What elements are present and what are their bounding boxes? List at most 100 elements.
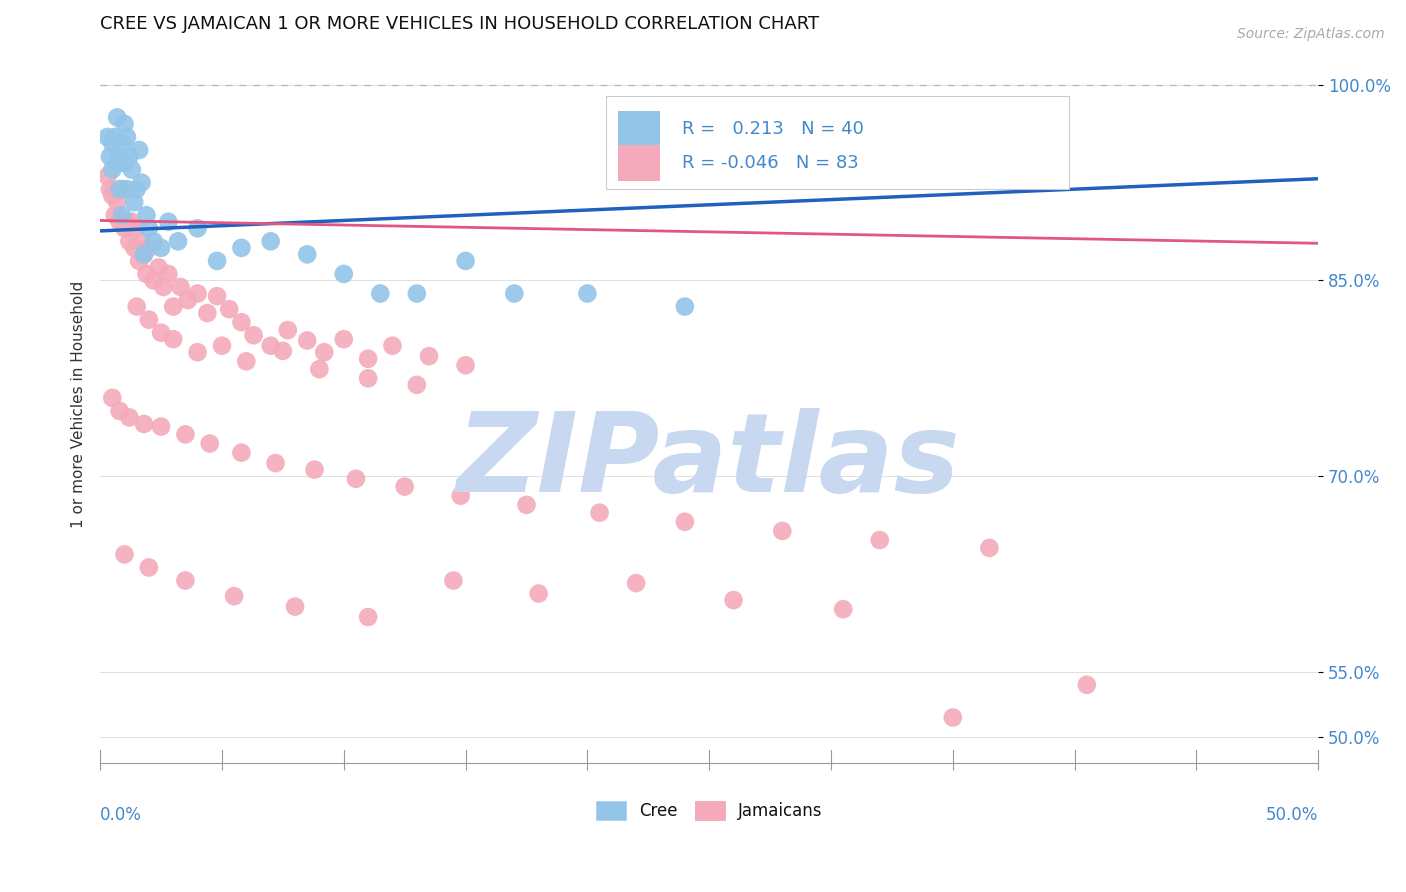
Point (125, 182, 148, 196)
Point (96, 169, 118, 183)
Point (115, 182, 138, 196)
Point (673, 300, 696, 314)
Point (125, 221, 148, 235)
Point (114, 221, 136, 235)
Point (205, 289, 228, 303)
Point (118, 150, 141, 164)
Point (271, 343, 294, 358)
Text: Source: ZipAtlas.com: Source: ZipAtlas.com (1237, 27, 1385, 41)
Point (187, 286, 209, 301)
Point (115, 130, 138, 145)
Point (104, 208, 127, 222)
Point (242, 328, 264, 343)
Point (111, 182, 134, 196)
Point (111, 136, 134, 151)
Point (260, 235, 283, 249)
Point (304, 462, 326, 476)
Point (128, 253, 150, 268)
Point (357, 351, 380, 366)
Point (277, 323, 299, 337)
Text: CREE VS JAMAICAN 1 OR MORE VEHICLES IN HOUSEHOLD CORRELATION CHART: CREE VS JAMAICAN 1 OR MORE VEHICLES IN H… (100, 15, 820, 33)
Point (121, 162, 143, 177)
Point (138, 221, 160, 235)
Point (138, 560, 160, 574)
Point (142, 273, 165, 287)
Point (308, 362, 330, 376)
Point (121, 215, 143, 229)
Point (673, 515, 696, 529)
Point (138, 312, 160, 326)
Text: 0.0%: 0.0% (100, 806, 142, 824)
Point (211, 339, 233, 353)
Point (148, 260, 170, 275)
Text: 50.0%: 50.0% (1265, 806, 1319, 824)
Point (624, 576, 647, 591)
Point (260, 339, 283, 353)
Point (135, 208, 157, 222)
Point (332, 332, 354, 346)
Text: R = -0.046   N = 83: R = -0.046 N = 83 (682, 154, 859, 172)
Point (118, 235, 141, 249)
Point (235, 354, 257, 368)
Point (979, 541, 1001, 555)
Point (231, 241, 253, 255)
Point (101, 136, 124, 151)
Point (132, 247, 155, 261)
FancyBboxPatch shape (617, 145, 661, 181)
Point (264, 456, 287, 470)
Point (187, 221, 209, 235)
Point (177, 293, 200, 307)
Point (588, 506, 610, 520)
Point (104, 130, 127, 145)
Point (138, 241, 160, 255)
Point (357, 610, 380, 624)
Point (231, 315, 253, 329)
Point (150, 419, 173, 434)
Point (723, 593, 745, 607)
FancyBboxPatch shape (617, 111, 661, 146)
Point (122, 195, 145, 210)
Point (224, 589, 246, 603)
Point (770, 524, 793, 538)
Point (114, 117, 136, 131)
Point (96, 130, 118, 145)
Point (131, 235, 153, 249)
Point (98, 182, 121, 196)
Point (118, 410, 141, 425)
Point (405, 377, 427, 392)
Point (105, 195, 128, 210)
Point (450, 489, 472, 503)
Point (368, 286, 391, 301)
Point (162, 300, 184, 314)
Point (454, 358, 477, 372)
Point (169, 280, 191, 294)
Point (114, 156, 136, 170)
Point (111, 208, 134, 222)
Point (454, 253, 477, 268)
Point (314, 345, 336, 359)
Point (1076, 678, 1098, 692)
Point (218, 302, 240, 317)
Point (162, 332, 184, 346)
Point (441, 574, 464, 588)
Point (405, 286, 427, 301)
Point (128, 143, 150, 157)
Point (135, 267, 157, 281)
Text: R =   0.213   N = 40: R = 0.213 N = 40 (682, 120, 865, 137)
Text: ZIPatlas: ZIPatlas (457, 409, 962, 516)
Point (381, 339, 404, 353)
Point (108, 150, 131, 164)
Point (187, 345, 209, 359)
Point (195, 306, 218, 320)
Point (150, 241, 173, 255)
Point (132, 247, 155, 261)
Point (108, 215, 131, 229)
Legend: Cree, Jamaicans: Cree, Jamaicans (589, 794, 830, 827)
Point (132, 417, 155, 431)
Point (105, 156, 128, 170)
Point (125, 300, 148, 314)
Point (152, 280, 174, 294)
Point (205, 253, 228, 268)
Point (515, 498, 537, 512)
Point (418, 349, 440, 363)
